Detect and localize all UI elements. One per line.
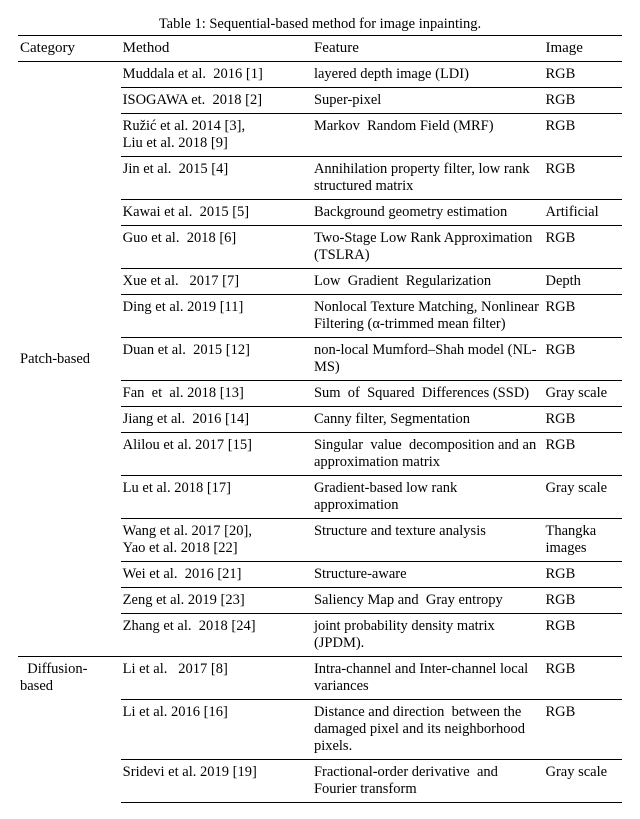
feature-cell: Two-Stage Low Rank Approximation (TSLRA) xyxy=(312,226,544,269)
table-row: Diffusion-based Li et al. 2017 [8] Intra… xyxy=(18,657,622,700)
method-cell: Ružić et al. 2014 [3], Liu et al. 2018 [… xyxy=(121,114,312,157)
feature-cell: layered depth image (LDI) xyxy=(312,62,544,88)
feature-cell: Nonlocal Texture Matching, Nonlinear Fil… xyxy=(312,295,544,338)
method-cell: Ding et al. 2019 [11] xyxy=(121,295,312,338)
feature-cell: joint probability density matrix (JPDM). xyxy=(312,614,544,657)
col-feature: Feature xyxy=(312,36,544,62)
image-cell: RGB xyxy=(543,562,622,588)
method-cell: ISOGAWA et. 2018 [2] xyxy=(121,88,312,114)
method-cell: Alilou et al. 2017 [15] xyxy=(121,433,312,476)
method-cell: Wei et al. 2016 [21] xyxy=(121,562,312,588)
col-image: Image xyxy=(543,36,622,62)
col-method: Method xyxy=(121,36,312,62)
method-cell: Xue et al. 2017 [7] xyxy=(121,269,312,295)
table-row: Patch-based Muddala et al. 2016 [1] laye… xyxy=(18,62,622,88)
feature-cell: non-local Mumford–Shah model (NL-MS) xyxy=(312,338,544,381)
method-cell: Jin et al. 2015 [4] xyxy=(121,157,312,200)
table-caption: Table 1: Sequential-based method for ima… xyxy=(18,16,622,33)
method-cell: Lu et al. 2018 [17] xyxy=(121,476,312,519)
feature-cell: Saliency Map and Gray entropy xyxy=(312,588,544,614)
category-cell: Diffusion-based xyxy=(18,657,121,803)
feature-cell: Intra-channel and Inter-channel local va… xyxy=(312,657,544,700)
feature-cell: Structure-aware xyxy=(312,562,544,588)
image-cell: RGB xyxy=(543,114,622,157)
feature-cell: Low Gradient Regularization xyxy=(312,269,544,295)
image-cell: Thangka images xyxy=(543,519,622,562)
methods-table: Category Method Feature Image Patch-base… xyxy=(18,35,622,803)
image-cell: RGB xyxy=(543,88,622,114)
feature-cell: Background geometry estimation xyxy=(312,200,544,226)
image-cell: RGB xyxy=(543,226,622,269)
method-cell: Sridevi et al. 2019 [19] xyxy=(121,760,312,803)
feature-cell: Structure and texture analysis xyxy=(312,519,544,562)
image-cell: RGB xyxy=(543,614,622,657)
method-cell: Kawai et al. 2015 [5] xyxy=(121,200,312,226)
method-cell: Wang et al. 2017 [20], Yao et al. 2018 [… xyxy=(121,519,312,562)
table-header-row: Category Method Feature Image xyxy=(18,36,622,62)
feature-cell: Distance and direction between the damag… xyxy=(312,700,544,760)
feature-cell: Super-pixel xyxy=(312,88,544,114)
image-cell: Depth xyxy=(543,269,622,295)
image-cell: RGB xyxy=(543,657,622,700)
image-cell: RGB xyxy=(543,157,622,200)
method-cell: Zeng et al. 2019 [23] xyxy=(121,588,312,614)
category-cell: Patch-based xyxy=(18,62,121,657)
image-cell: RGB xyxy=(543,588,622,614)
image-cell: Gray scale xyxy=(543,760,622,803)
method-cell: Fan et al. 2018 [13] xyxy=(121,381,312,407)
image-cell: RGB xyxy=(543,338,622,381)
image-cell: RGB xyxy=(543,407,622,433)
image-cell: Artificial xyxy=(543,200,622,226)
image-cell: Gray scale xyxy=(543,476,622,519)
feature-cell: Canny filter, Segmentation xyxy=(312,407,544,433)
image-cell: RGB xyxy=(543,295,622,338)
feature-cell: Annihilation property filter, low rank s… xyxy=(312,157,544,200)
method-cell: Li et al. 2017 [8] xyxy=(121,657,312,700)
feature-cell: Markov Random Field (MRF) xyxy=(312,114,544,157)
feature-cell: Sum of Squared Differences (SSD) xyxy=(312,381,544,407)
feature-cell: Fractional-order derivative and Fourier … xyxy=(312,760,544,803)
col-category: Category xyxy=(18,36,121,62)
method-cell: Zhang et al. 2018 [24] xyxy=(121,614,312,657)
method-cell: Li et al. 2016 [16] xyxy=(121,700,312,760)
method-cell: Muddala et al. 2016 [1] xyxy=(121,62,312,88)
image-cell: Gray scale xyxy=(543,381,622,407)
method-cell: Jiang et al. 2016 [14] xyxy=(121,407,312,433)
image-cell: RGB xyxy=(543,62,622,88)
method-cell: Duan et al. 2015 [12] xyxy=(121,338,312,381)
image-cell: RGB xyxy=(543,700,622,760)
image-cell: RGB xyxy=(543,433,622,476)
method-cell: Guo et al. 2018 [6] xyxy=(121,226,312,269)
feature-cell: Singular value decomposition and an appr… xyxy=(312,433,544,476)
feature-cell: Gradient-based low rank approximation xyxy=(312,476,544,519)
